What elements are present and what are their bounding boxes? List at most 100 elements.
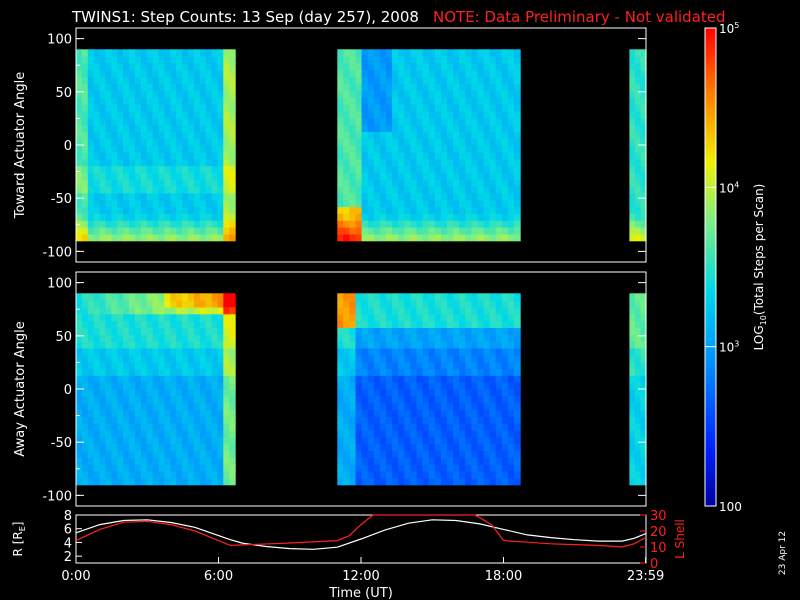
heatmap-cell (99, 192, 107, 201)
heatmap-cell (447, 192, 454, 201)
heatmap-cell (188, 104, 195, 112)
heatmap-cell (337, 320, 344, 328)
heatmap-cell (111, 56, 118, 64)
heatmap-cell (392, 124, 399, 132)
heatmap-cell (629, 341, 636, 349)
heatmap-cell (404, 334, 411, 342)
heatmap-cell (349, 227, 357, 235)
heatmap-cell (422, 124, 430, 132)
heatmap-cell (471, 477, 479, 486)
heatmap-cell (386, 131, 393, 139)
heatmap-cell (379, 354, 387, 363)
heatmap-cell (489, 206, 497, 214)
heatmap-cell (477, 430, 485, 438)
heatmap-cell (111, 457, 118, 465)
heatmap-cell (170, 124, 177, 132)
heatmap-cell (434, 76, 442, 84)
heatmap-cell (134, 389, 142, 397)
heatmap-cell (343, 375, 350, 383)
heatmap-cell (507, 138, 515, 146)
heatmap-cell (410, 131, 418, 139)
heatmap-cell (361, 206, 369, 214)
heatmap-cell (416, 192, 424, 201)
heatmap-cell (447, 368, 454, 376)
heatmap-cell (471, 104, 479, 112)
heatmap-cell (634, 179, 641, 187)
heatmap-cell (229, 368, 236, 376)
heatmap-cell (193, 300, 201, 308)
heatmap-cell (355, 382, 363, 390)
heatmap-cell (343, 334, 350, 342)
heatmap-cell (117, 457, 124, 465)
heatmap-cell (355, 416, 363, 424)
heatmap-cell (471, 450, 479, 458)
heatmap-cell (489, 320, 497, 328)
heatmap-cell (164, 423, 171, 431)
heatmap-cell (465, 389, 472, 397)
heatmap-cell (211, 76, 219, 84)
heatmap-cell (422, 172, 430, 180)
heatmap-cell (223, 293, 230, 301)
heatmap-cell (140, 368, 148, 376)
heatmap-cell (117, 213, 124, 221)
note-text: NOTE: Data Preliminary - Not validated (433, 8, 726, 26)
heatmap-cell (379, 165, 387, 173)
heatmap-cell (129, 464, 136, 472)
heatmap-cell (373, 293, 381, 301)
heatmap-cell (93, 220, 101, 228)
heatmap-cell (217, 138, 224, 146)
heatmap-cell (428, 293, 436, 301)
heatmap-cell (337, 341, 344, 349)
heatmap-cell (117, 436, 124, 445)
heatmap-cell (434, 320, 442, 328)
heatmap-cell (337, 213, 344, 221)
heatmap-cell (170, 368, 177, 376)
heatmap-cell (117, 464, 124, 472)
heatmap-cell (337, 97, 344, 105)
heatmap-cell (428, 206, 436, 214)
heatmap-cell (123, 443, 130, 452)
heatmap-cell (386, 354, 393, 363)
heatmap-cell (507, 192, 515, 201)
heatmap-cell (471, 382, 479, 390)
heatmap-cell (87, 138, 95, 146)
heatmap-cell (76, 131, 83, 139)
heatmap-cell (416, 104, 424, 112)
heatmap-cell (483, 104, 491, 112)
heatmap-cell (629, 165, 636, 173)
heatmap-cell (81, 368, 89, 376)
heatmap-cell (634, 409, 641, 417)
heatmap-cell (188, 220, 195, 228)
heatmap-cell (229, 375, 236, 383)
heatmap-cell (146, 69, 154, 78)
heatmap-cell (105, 124, 112, 132)
heatmap-cell (76, 416, 83, 424)
heatmap-cell (93, 443, 101, 452)
heatmap-cell (410, 354, 418, 363)
heatmap-cell (501, 477, 509, 486)
heatmap-cell (361, 354, 369, 363)
heatmap-cell (398, 368, 405, 376)
heatmap-cell (105, 293, 112, 301)
heatmap-cell (223, 49, 230, 57)
heatmap-cell (217, 382, 224, 390)
heatmap-cell (428, 233, 436, 242)
heatmap-cell (152, 62, 160, 71)
heatmap-cell (373, 220, 381, 228)
heatmap-cell (440, 131, 448, 139)
heatmap-cell (164, 457, 171, 465)
heatmap-cell (152, 138, 160, 146)
heatmap-cell (477, 293, 485, 301)
heatmap-cell (105, 104, 112, 112)
heatmap-cell (367, 477, 375, 486)
heatmap-cell (81, 213, 89, 221)
heatmap-cell (507, 165, 515, 173)
heatmap-cell (629, 138, 636, 146)
heatmap-cell (422, 436, 430, 445)
heatmap-cell (629, 233, 636, 242)
heatmap-cell (158, 179, 165, 187)
heatmap-cell (99, 97, 107, 105)
heatmap-cell (188, 306, 195, 315)
heatmap-cell (428, 165, 436, 173)
heatmap-cell (152, 306, 160, 315)
